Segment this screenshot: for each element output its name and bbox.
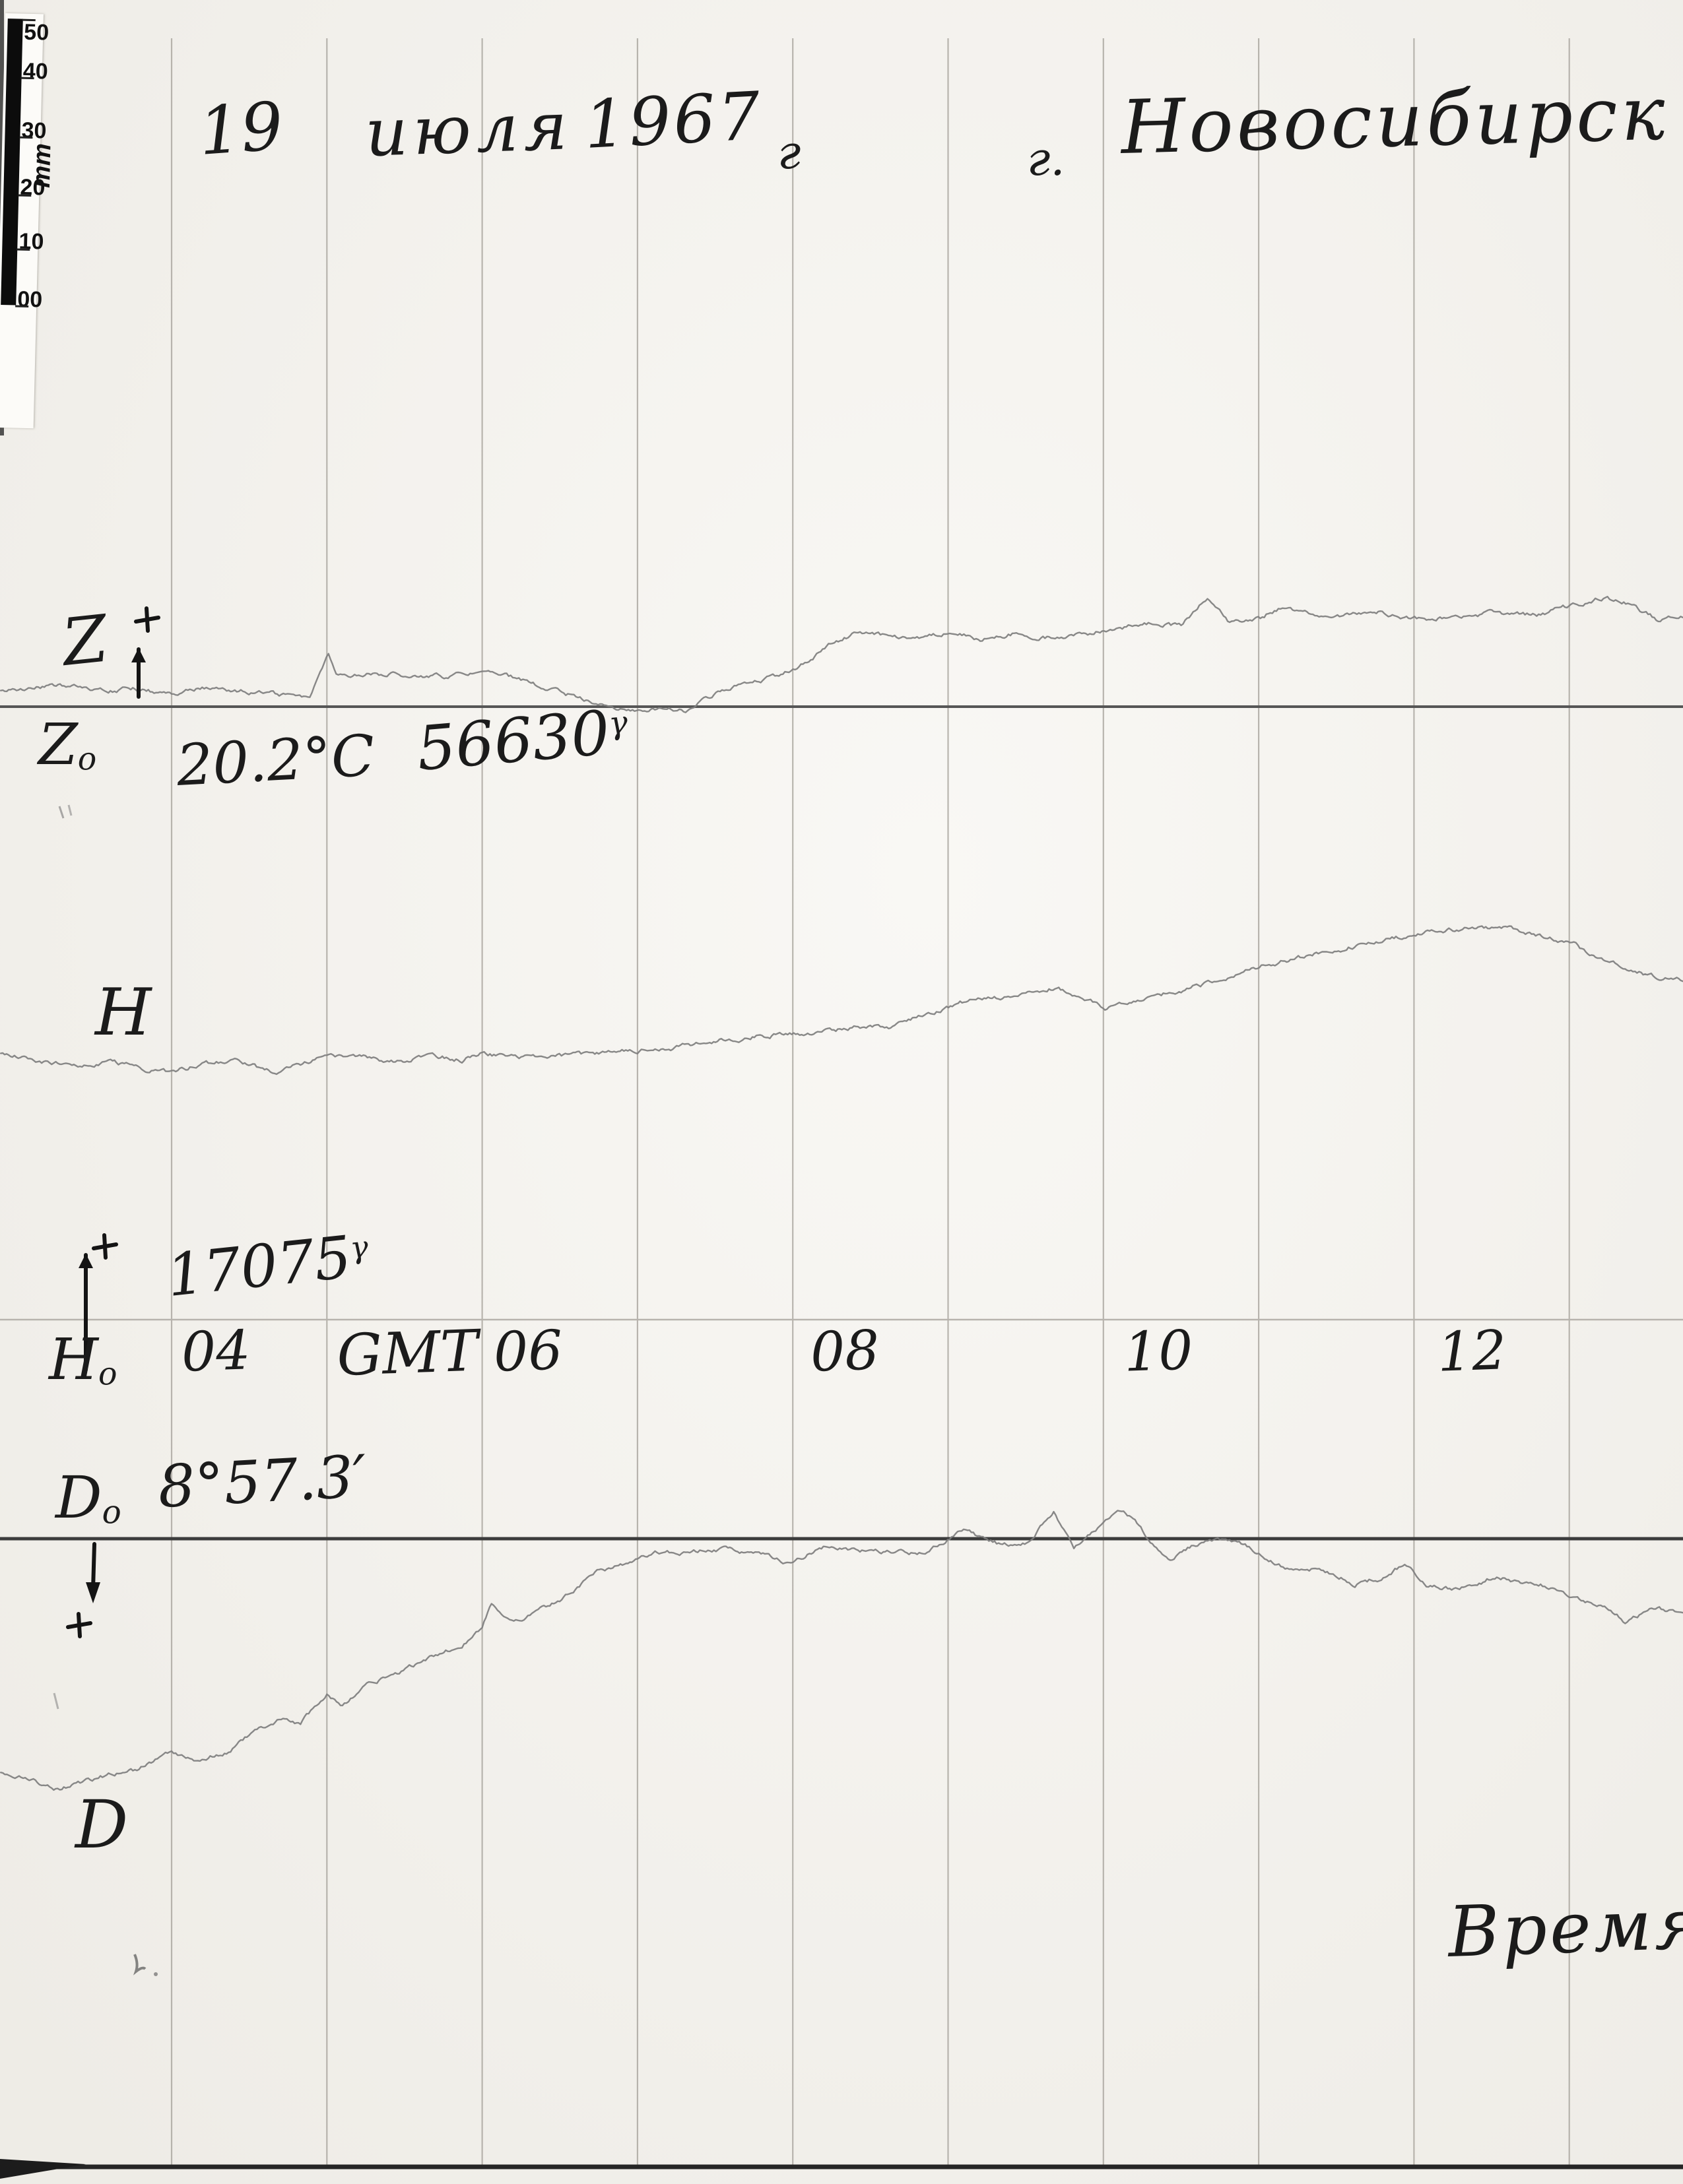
time-label-06: 06 bbox=[492, 1319, 564, 1384]
ruler-tick bbox=[19, 136, 33, 139]
ruler-label: 00 bbox=[16, 286, 43, 313]
ruler-tick bbox=[20, 77, 34, 80]
d-baseline-value: 8°57.3′ bbox=[156, 1442, 368, 1521]
time-label-12: 12 bbox=[1436, 1319, 1507, 1384]
header-year: 1967 bbox=[582, 77, 765, 164]
d-trace-label: D bbox=[75, 1786, 129, 1863]
header-city: Новосибирск bbox=[1119, 71, 1670, 171]
ruler-label: 40 bbox=[22, 58, 49, 84]
header-year-suffix: г bbox=[777, 125, 801, 179]
z-temperature-value: 20.2°C bbox=[175, 723, 377, 799]
time-label-04: 04 bbox=[180, 1319, 251, 1384]
ruler-tick bbox=[22, 18, 36, 22]
ruler-label: 50 bbox=[23, 19, 50, 46]
h-baseline-label: Ho bbox=[49, 1327, 117, 1393]
ruler-unit-label: mm bbox=[27, 143, 57, 189]
z-baseline-label: Zo bbox=[38, 712, 97, 778]
time-label-08: 08 bbox=[809, 1319, 880, 1384]
ruler-tick bbox=[15, 305, 29, 307]
z-trace-label: Z bbox=[58, 601, 112, 681]
header-city-prefix: г. bbox=[1027, 132, 1065, 186]
ruler-black-bar bbox=[1, 18, 23, 305]
d-baseline-label: Do bbox=[55, 1463, 121, 1531]
ruler-tick bbox=[18, 194, 32, 197]
header-month: июля bbox=[364, 87, 574, 172]
h-trace-label: H bbox=[95, 975, 152, 1050]
ruler-tick bbox=[16, 248, 30, 251]
header-day: 19 bbox=[196, 87, 286, 170]
z-baseline-value: 56630γ bbox=[414, 697, 630, 785]
ruler-label: 30 bbox=[21, 117, 47, 144]
timezone-label: GMT bbox=[335, 1318, 480, 1389]
time-axis-title: Время bbox=[1446, 1882, 1683, 1973]
time-label-10: 10 bbox=[1123, 1319, 1194, 1384]
